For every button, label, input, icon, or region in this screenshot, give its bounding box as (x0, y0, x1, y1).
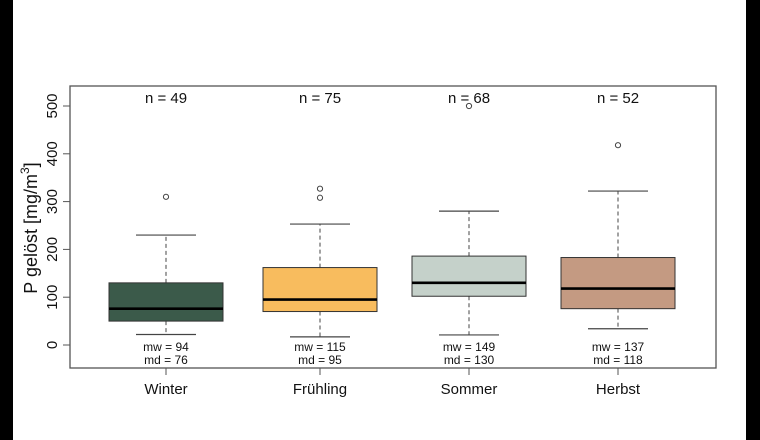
y-tick-label: 500 (44, 93, 61, 118)
y-tick-label: 400 (44, 141, 61, 166)
outlier-point (465, 102, 473, 110)
outlier-point (316, 185, 324, 192)
median-label: md = 130 (444, 353, 495, 367)
x-category-label: Sommer (441, 381, 498, 398)
y-tick-label: 0 (44, 341, 61, 349)
n-count-label: n = 49 (145, 90, 187, 107)
y-tick-label: 200 (44, 237, 61, 262)
box-sommer (411, 255, 527, 297)
y-tick-label: 300 (44, 189, 61, 214)
outlier-point (614, 142, 622, 149)
mean-label: mw = 149 (443, 340, 496, 354)
chart-canvas: 0 100 200 300 400 500 P gelöst [mg/m3] n = 49 mw… (13, 0, 746, 440)
mean-label: mw = 137 (592, 340, 645, 354)
x-category-label: Herbst (596, 381, 641, 398)
box-frühling (262, 267, 378, 313)
n-count-label: n = 52 (597, 90, 639, 107)
outlier-point (316, 194, 324, 201)
plot-frame (69, 85, 717, 369)
box-winter (108, 282, 224, 322)
median-label: md = 95 (298, 353, 342, 367)
box-herbst (560, 257, 676, 310)
median-label: md = 76 (144, 353, 188, 367)
median-label: md = 118 (593, 353, 643, 367)
x-category-label: Winter (144, 381, 187, 398)
boxplot-chart: 0 100 200 300 400 500 P gelöst [mg/m3] n = 49 mw… (18, 85, 717, 398)
y-tick-label: 100 (44, 285, 61, 310)
mean-label: mw = 115 (294, 340, 346, 354)
n-count-label: n = 68 (448, 90, 490, 107)
y-axis-label: P gelöst [mg/m3] (18, 162, 41, 293)
outlier-point (162, 193, 170, 200)
x-category-label: Frühling (293, 381, 347, 398)
mean-label: mw = 94 (143, 340, 189, 354)
n-count-label: n = 75 (299, 90, 341, 107)
